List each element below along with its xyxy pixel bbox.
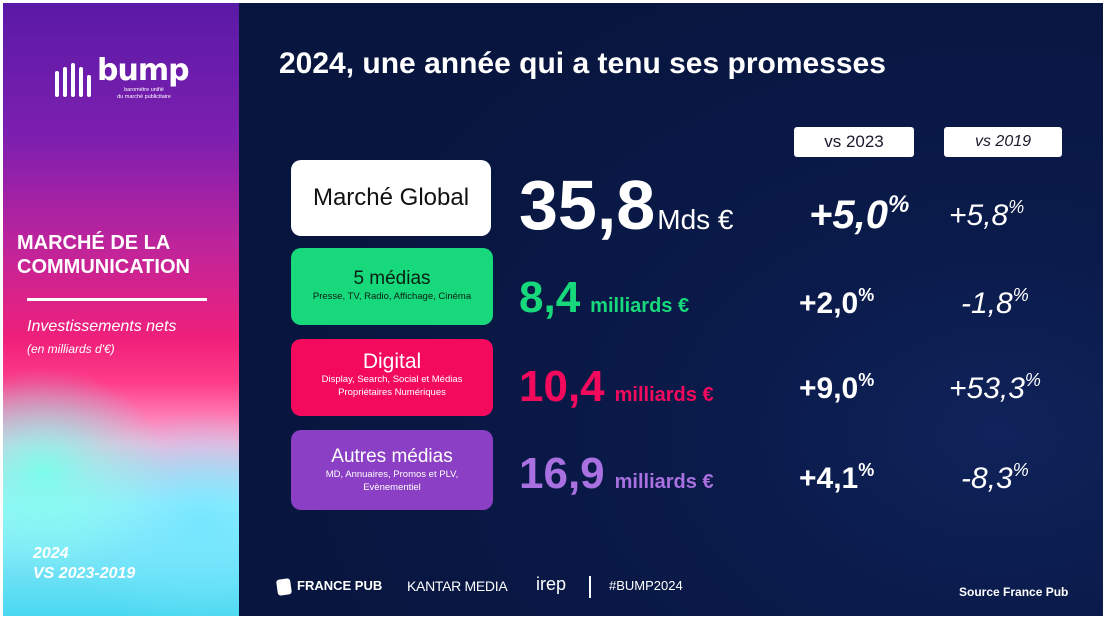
logo-tagline: baromètre unifié du marché publicitaire: [117, 87, 171, 100]
column-header-vs2019: vs 2019: [944, 127, 1062, 157]
pct-vs2019-digital: +53,3%: [949, 370, 1041, 405]
irep-logo: irep: [536, 574, 567, 594]
value-5-medias: 8,4 milliards €: [519, 273, 690, 322]
footer-separator: [589, 576, 591, 598]
pct-vs2023-digital: +9,0%: [799, 370, 875, 405]
value-autres-medias: 16,9 milliards €: [519, 449, 714, 498]
france-pub-logo: FRANCE PUB: [275, 577, 382, 596]
kantar-media-logo: KANTAR MEDIA: [407, 578, 508, 594]
slide: bump baromètre unifié du marché publicit…: [3, 3, 1103, 616]
france-pub-icon: [275, 577, 293, 596]
bump-logo: bump baromètre unifié du marché publicit…: [53, 53, 203, 109]
sidebar-title: MARCHÉ DE LA COMMUNICATION: [17, 232, 190, 278]
pct-vs2023-marche-global: +5,0%: [809, 191, 910, 237]
hashtag: #BUMP2024: [609, 578, 683, 593]
logo-word: bump: [97, 53, 190, 88]
pct-vs2023-autres-medias: +4,1%: [799, 460, 875, 495]
page-title: 2024, une année qui a tenu ses promesses: [279, 47, 886, 80]
sidebar-divider: [27, 298, 207, 301]
pct-vs2019-autres-medias: -8,3%: [961, 460, 1029, 495]
sidebar-subtitle: Investissements nets: [27, 318, 177, 335]
category-pill-5-medias: 5 médias Presse, TV, Radio, Affichage, C…: [291, 248, 493, 325]
column-header-vs2023: vs 2023: [794, 127, 914, 157]
value-marche-global: 35,8Mds €: [519, 166, 734, 244]
sidebar-subtitle-note: (en milliards d'€): [27, 342, 115, 356]
pct-vs2019-marche-global: +5,8%: [949, 197, 1025, 232]
category-pill-digital: Digital Display, Search, Social et Média…: [291, 339, 493, 416]
pct-vs2019-5-medias: -1,8%: [961, 285, 1029, 320]
source-note: Source France Pub: [959, 585, 1069, 599]
main-panel: 2024, une année qui a tenu ses promesses…: [239, 3, 1103, 616]
value-digital: 10,4 milliards €: [519, 362, 714, 411]
category-pill-marche-global: Marché Global: [291, 160, 491, 236]
sidebar-period: 2024 VS 2023-2019: [33, 545, 136, 582]
pct-vs2023-5-medias: +2,0%: [799, 285, 875, 320]
category-pill-autres-medias: Autres médias MD, Annuaires, Promos et P…: [291, 430, 493, 510]
sidebar: bump baromètre unifié du marché publicit…: [3, 3, 239, 616]
